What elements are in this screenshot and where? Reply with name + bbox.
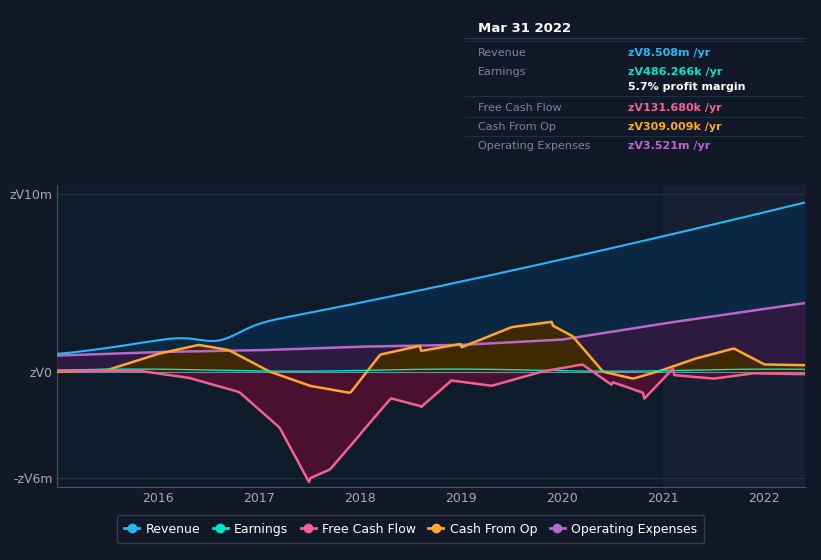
Bar [663,185,805,487]
Text: Earnings: Earnings [479,67,527,77]
Text: zᐯ8.508m /yr: zᐯ8.508m /yr [628,48,710,58]
Text: zᐯ3.521m /yr: zᐯ3.521m /yr [628,141,710,151]
Text: Mar 31 2022: Mar 31 2022 [479,22,571,35]
Text: zᐯ486.266k /yr: zᐯ486.266k /yr [628,67,722,77]
Text: Free Cash Flow: Free Cash Flow [479,102,562,113]
Text: 5.7% profit margin: 5.7% profit margin [628,82,745,92]
Legend: Revenue, Earnings, Free Cash Flow, Cash From Op, Operating Expenses: Revenue, Earnings, Free Cash Flow, Cash … [117,515,704,543]
Text: Revenue: Revenue [479,48,527,58]
Text: Cash From Op: Cash From Op [479,122,556,132]
Text: zᐯ309.009k /yr: zᐯ309.009k /yr [628,122,722,132]
Text: Operating Expenses: Operating Expenses [479,141,590,151]
Text: zᐯ131.680k /yr: zᐯ131.680k /yr [628,102,722,113]
